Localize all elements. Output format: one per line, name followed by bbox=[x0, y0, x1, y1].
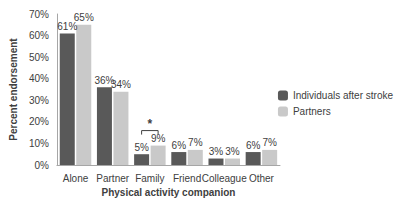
svg-text:Percent endorsement: Percent endorsement bbox=[8, 38, 19, 141]
svg-text:3%: 3% bbox=[209, 146, 224, 157]
svg-text:0%: 0% bbox=[34, 160, 49, 171]
svg-text:10%: 10% bbox=[29, 138, 49, 149]
svg-text:Partners: Partners bbox=[293, 106, 331, 117]
svg-text:61%: 61% bbox=[57, 20, 78, 32]
svg-text:*: * bbox=[148, 117, 153, 131]
svg-text:Individuals after stroke: Individuals after stroke bbox=[293, 90, 393, 101]
svg-text:3%: 3% bbox=[225, 146, 240, 157]
svg-text:40%: 40% bbox=[29, 73, 49, 84]
svg-text:70%: 70% bbox=[29, 9, 49, 20]
svg-text:Other: Other bbox=[249, 173, 275, 184]
svg-text:Physical activity companion: Physical activity companion bbox=[101, 187, 235, 198]
svg-text:6%: 6% bbox=[246, 140, 261, 151]
svg-text:60%: 60% bbox=[29, 30, 49, 41]
svg-text:34%: 34% bbox=[111, 79, 131, 90]
svg-text:Friend: Friend bbox=[173, 173, 201, 184]
svg-text:Partner: Partner bbox=[96, 173, 129, 184]
svg-text:Family: Family bbox=[135, 173, 164, 184]
svg-text:7%: 7% bbox=[188, 137, 203, 148]
svg-text:Colleague: Colleague bbox=[202, 173, 247, 184]
svg-text:6%: 6% bbox=[172, 140, 187, 151]
svg-text:30%: 30% bbox=[29, 95, 49, 106]
svg-text:5%: 5% bbox=[134, 142, 149, 153]
svg-text:7%: 7% bbox=[262, 137, 277, 148]
svg-text:9%: 9% bbox=[151, 133, 166, 144]
svg-text:65%: 65% bbox=[74, 12, 94, 23]
svg-text:50%: 50% bbox=[29, 52, 49, 63]
svg-text:Alone: Alone bbox=[63, 173, 89, 184]
svg-text:20%: 20% bbox=[29, 116, 49, 127]
svg-text:36%: 36% bbox=[94, 74, 115, 86]
